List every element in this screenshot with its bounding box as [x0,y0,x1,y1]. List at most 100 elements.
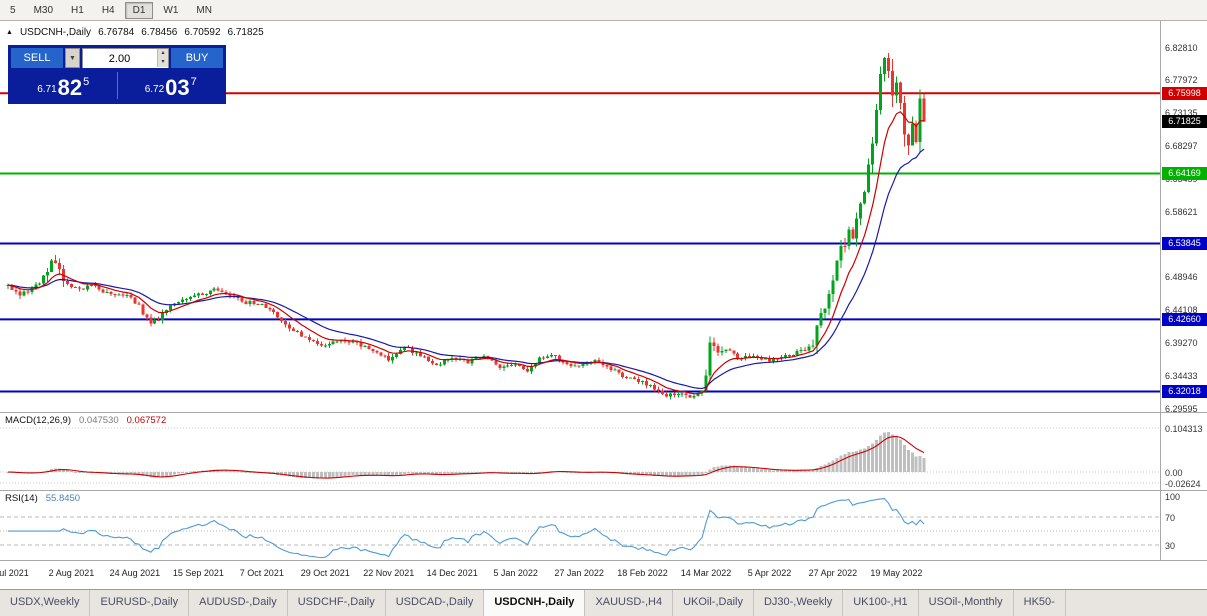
chart-tab-usdcnh-daily[interactable]: USDCNH-,Daily [484,590,586,616]
price-axis-label: 6.77972 [1165,75,1198,86]
price-axis-label: 6.68297 [1165,140,1198,151]
chart-tabs-bar: USDX,Weekly EURUSD-,Daily AUDUSD-,Daily USD… [0,589,1207,616]
chart-tab-eurusd-daily[interactable]: EURUSD-,Daily [90,590,190,616]
price-level-badge-6.75998: 6.75998 [1162,86,1207,100]
macd-signal-line [7,435,925,479]
rsi-indicator-panel[interactable]: RSI(14) 55.8450 [0,490,1160,560]
time-axis-label: 19 May 2022 [870,568,923,578]
buy-price-prefix: 6.72 [144,84,165,95]
ma-slow-line [7,148,925,390]
macd-title: MACD(12,26,9) [5,415,71,426]
panel-divider[interactable] [0,412,1207,413]
price-axis-label: 6.58621 [1165,206,1198,217]
rsi-axis-label: 100 [1165,491,1181,502]
timeframe-button-W1[interactable]: W1 [163,4,179,16]
time-axis[interactable]: 9 Jul 2021 2 Aug 2021 24 Aug 2021 15 Sep 20… [0,560,1207,589]
chart-tab-uk100-h1[interactable]: UK100-,H1 [843,590,919,616]
price-axis[interactable]: 6.828106.779726.731356.682976.634596.586… [1160,21,1207,560]
timeframe-button-M30[interactable]: M30 [33,4,54,16]
rsi-svg [0,498,1160,559]
symbol-marker-icon: ▲ [6,29,13,36]
volume-decrease-icon[interactable]: ▾ [161,59,165,65]
chart-tab-audusd-daily[interactable]: AUDUSD-,Daily [189,590,288,616]
rsi-value: 55.8450 [45,493,81,504]
ohlc-close-value: 6.71825 [227,27,264,38]
price-axis-label: 6.39270 [1165,337,1198,348]
price-axis-label: 6.29595 [1165,403,1198,414]
volume-input[interactable] [83,50,168,68]
chart-tab-usdx-weekly[interactable]: USDX,Weekly [0,590,91,616]
price-level-badge-6.42660: 6.42660 [1162,312,1207,326]
buy-button[interactable]: BUY [171,48,223,68]
chart-ohlc-header: ▲ USDCNH-,Daily 6.76784 6.78456 6.70592 … [6,27,264,39]
rsi-line [8,498,925,559]
macd-axis-label: -0.02624 [1165,478,1201,489]
timeframe-button-5[interactable]: 5 [10,4,16,16]
time-axis-label: 14 Mar 2022 [680,568,732,578]
rsi-axis-label: 70 [1165,512,1176,523]
panel-divider [0,560,1207,561]
price-axis-label: 6.34433 [1165,370,1198,381]
price-axis-label: 6.48946 [1165,272,1198,283]
time-axis-label: 27 Apr 2022 [808,568,858,578]
price-axis-label: 6.73135 [1165,108,1198,119]
buy-price-big-digits: 03 [165,75,190,100]
time-axis-label: 24 Aug 2021 [109,568,161,578]
macd-axis-label: 0.00 [1165,467,1183,478]
chart-tab-hk50-[interactable]: HK50- [1014,590,1066,616]
price-divider [116,72,118,99]
volume-increase-icon[interactable]: ▴ [161,50,165,56]
buy-price-pip-digit: 7 [190,76,197,88]
sell-price-display[interactable]: 6.71 82 5 [11,70,116,101]
macd-signal-value: 0.067572 [126,415,167,426]
rsi-header: RSI(14) 55.8450 [5,493,80,504]
macd-indicator-panel[interactable]: MACD(12,26,9) 0.047530 0.067572 [0,412,1160,490]
time-axis-label: 22 Nov 2021 [363,568,415,578]
macd-histogram [6,431,926,479]
volume-dropdown-icon[interactable]: ▼ [65,48,80,68]
price-level-badge-6.32018: 6.32018 [1162,385,1207,399]
chart-tab-usdcad-daily[interactable]: USDCAD-,Daily [386,590,485,616]
price-chart-panel[interactable]: ▲ USDCNH-,Daily 6.76784 6.78456 6.70592 … [0,21,1160,412]
chart-tab-usoil-monthly[interactable]: USOil-,Monthly [919,590,1014,616]
sell-price-big-digits: 82 [57,75,83,100]
macd-header: MACD(12,26,9) 0.047530 0.067572 [5,415,166,426]
price-level-badge-6.53845: 6.53845 [1162,236,1207,250]
timeframe-toolbar: 5 M30 H1 H4 D1 W1 MN [0,0,1207,21]
ohlc-open-value: 6.76784 [98,27,135,38]
panel-divider[interactable] [0,490,1207,491]
sell-price-pip-digit: 5 [83,76,90,88]
price-axis-label: 6.82810 [1165,42,1198,53]
price-level-badge-6.64169: 6.64169 [1162,166,1207,180]
time-axis-label: 7 Oct 2021 [239,568,284,578]
timeframe-button-D1[interactable]: D1 [124,1,154,19]
time-axis-label: 27 Jan 2022 [554,568,604,578]
chart-tab-dj30-weekly[interactable]: DJ30-,Weekly [754,590,844,616]
chart-tab-usdchf-daily[interactable]: USDCHF-,Daily [288,590,386,616]
time-axis-label: 5 Jan 2022 [493,568,538,578]
timeframe-button-H4[interactable]: H4 [101,4,115,16]
rsi-axis-label: 30 [1165,540,1176,551]
volume-field-wrapper: ▴ ▾ [82,48,169,68]
ohlc-low-value: 6.70592 [184,27,221,38]
price-chart-canvas[interactable] [0,21,1160,412]
price-axis-label: 6.44108 [1165,305,1198,316]
buy-price-display[interactable]: 6.72 03 7 [119,70,224,101]
chart-tab-ukoil-daily[interactable]: UKOil-,Daily [673,590,754,616]
time-axis-label: 14 Dec 2021 [426,568,478,578]
sell-button[interactable]: SELL [11,48,63,68]
time-axis-label: 5 Apr 2022 [747,568,792,578]
macd-axis-label: 0.104313 [1165,423,1203,434]
timeframe-button-H1[interactable]: H1 [71,4,84,16]
chart-tab-xauusd-h4[interactable]: XAUUSD-,H4 [585,590,674,616]
time-axis-label: 9 Jul 2021 [0,568,29,578]
rsi-canvas [0,490,1160,560]
macd-canvas [0,412,1160,490]
macd-svg [0,427,1160,484]
price-chart-svg[interactable] [0,21,1160,412]
rsi-title: RSI(14) [5,493,38,504]
sell-price-prefix: 6.71 [37,84,57,95]
timeframe-button-MN[interactable]: MN [196,4,212,16]
ohlc-high-value: 6.78456 [141,27,178,38]
